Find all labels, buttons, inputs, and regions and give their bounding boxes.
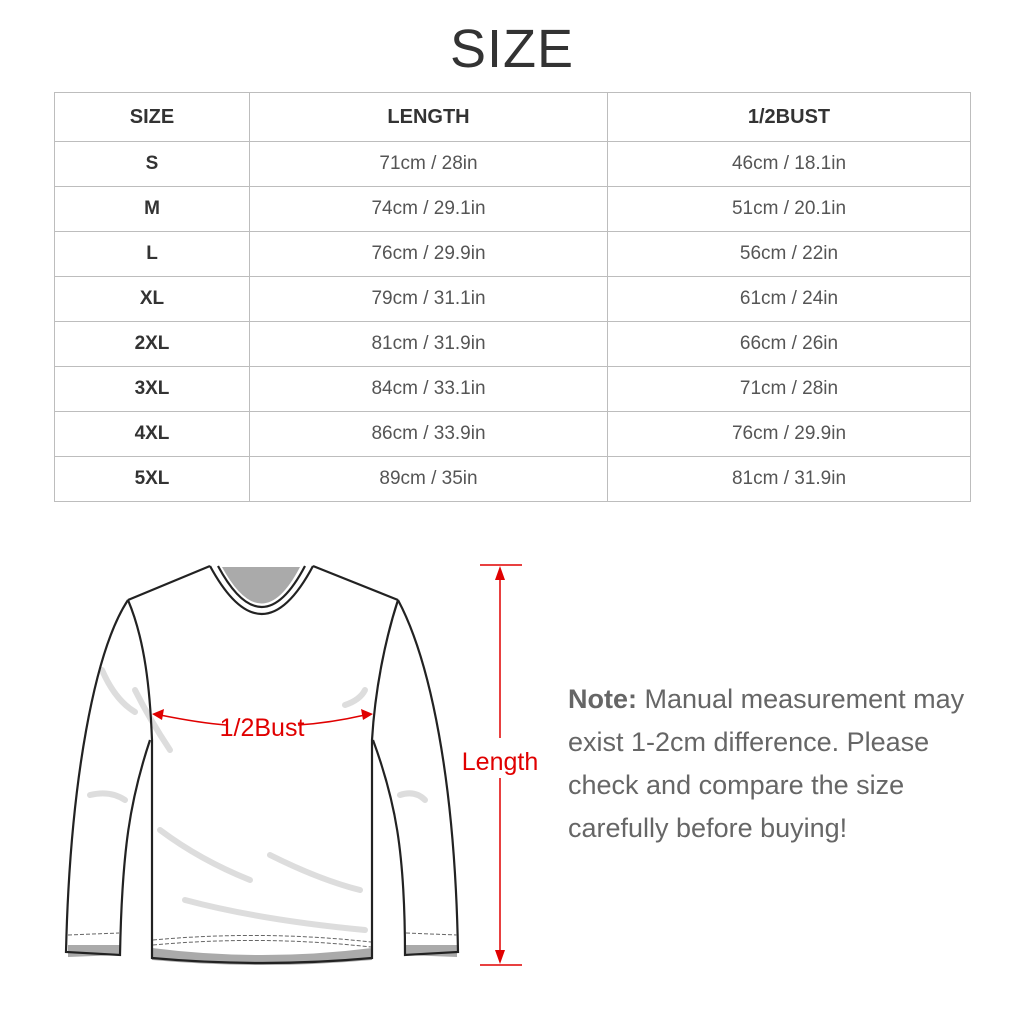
table-header-row: SIZE LENGTH 1/2BUST xyxy=(54,92,971,142)
arrow-up-icon xyxy=(495,566,505,580)
length-cell: 71cm / 28in xyxy=(249,141,608,187)
bust-cell: 46cm / 18.1in xyxy=(607,141,971,187)
size-table: SIZE LENGTH 1/2BUST S 71cm / 28in 46cm / 1… xyxy=(54,92,971,502)
collar-inside xyxy=(222,567,300,604)
table-row: S 71cm / 28in 46cm / 18.1in xyxy=(54,141,971,187)
table-row: 5XL 89cm / 35in 81cm / 31.9in xyxy=(54,456,971,502)
header-bust: 1/2BUST xyxy=(607,92,971,142)
header-size: SIZE xyxy=(54,92,250,142)
length-label: Length xyxy=(462,748,538,776)
length-cell: 81cm / 31.9in xyxy=(249,321,608,367)
note-label: Note: xyxy=(568,684,637,714)
size-cell: 2XL xyxy=(54,321,250,367)
length-cell: 84cm / 33.1in xyxy=(249,366,608,412)
arrow-down-icon xyxy=(495,950,505,964)
table-row: M 74cm / 29.1in 51cm / 20.1in xyxy=(54,186,971,232)
bust-cell: 51cm / 20.1in xyxy=(607,186,971,232)
stitching xyxy=(67,932,458,948)
bust-cell: 61cm / 24in xyxy=(607,276,971,322)
size-cell: 4XL xyxy=(54,411,250,457)
size-cell: 3XL xyxy=(54,366,250,412)
size-cell: L xyxy=(54,231,250,277)
table-row: 2XL 81cm / 31.9in 66cm / 26in xyxy=(54,321,971,367)
table-row: 3XL 84cm / 33.1in 71cm / 28in xyxy=(54,366,971,412)
size-cell: M xyxy=(54,186,250,232)
bust-cell: 81cm / 31.9in xyxy=(607,456,971,502)
length-cell: 76cm / 29.9in xyxy=(249,231,608,277)
bust-label: 1/2Bust xyxy=(220,714,305,742)
page-title: SIZE xyxy=(449,19,575,79)
shirt-outline xyxy=(64,564,460,965)
length-cell: 89cm / 35in xyxy=(249,456,608,502)
table-row: 4XL 86cm / 33.9in 76cm / 29.9in xyxy=(54,411,971,457)
size-cell: 5XL xyxy=(54,456,250,502)
arrow-right-icon xyxy=(361,709,373,720)
header-length: LENGTH xyxy=(249,92,608,142)
bust-measure: 1/2Bust xyxy=(152,709,373,742)
note: Note: Manual measurement may exist 1-2cm… xyxy=(568,678,988,850)
length-measure: Length xyxy=(462,564,538,966)
table-row: L 76cm / 29.9in 56cm / 22in xyxy=(54,231,971,277)
arrow-left-icon xyxy=(152,709,164,720)
length-cell: 79cm / 31.1in xyxy=(249,276,608,322)
note-text: Manual measurement may exist 1-2cm diffe… xyxy=(568,684,965,843)
bust-cell: 56cm / 22in xyxy=(607,231,971,277)
